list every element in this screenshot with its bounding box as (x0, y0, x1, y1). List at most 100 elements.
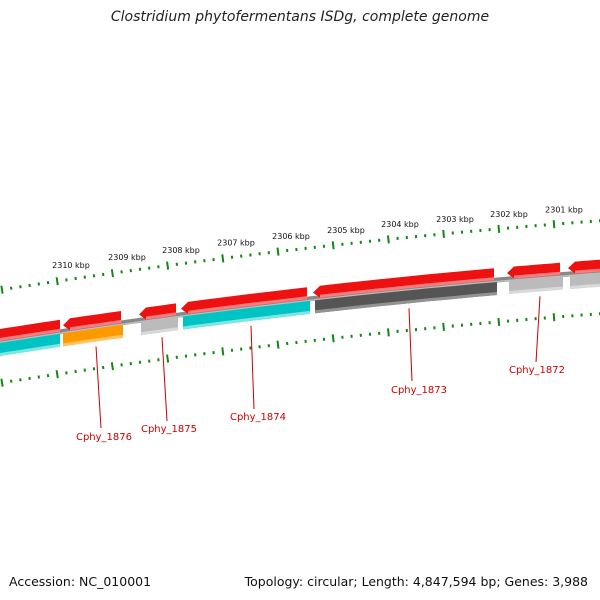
outer-minor-tick (368, 239, 372, 243)
outer-minor-tick (212, 257, 215, 262)
outer-major-tick (331, 241, 335, 250)
inner-minor-tick (525, 317, 528, 322)
outer-minor-tick (19, 285, 22, 289)
backbone-highlight (0, 272, 600, 344)
outer-minor-tick (433, 233, 436, 237)
outer-minor-tick (479, 228, 482, 233)
feature-orange-1-shade (63, 334, 123, 347)
feature-cyan-0 (0, 333, 60, 356)
inner-minor-tick (46, 373, 50, 378)
gene-label-4: Cphy_1876 (76, 432, 132, 443)
inner-minor-tick (516, 318, 519, 322)
outer-minor-tick (92, 274, 96, 278)
inner-minor-tick (28, 376, 31, 381)
inner-minor-tick (598, 312, 600, 316)
inner-major-tick (0, 378, 4, 387)
inner-minor-tick (451, 324, 454, 328)
tick-label-0: 2301 kbp (545, 205, 583, 214)
inner-major-tick (55, 370, 59, 379)
outer-minor-tick (148, 266, 151, 270)
feature-dark-4-shade (315, 292, 497, 314)
inner-minor-tick (396, 329, 399, 333)
outer-minor-tick (350, 241, 353, 245)
inner-minor-tick (184, 354, 188, 358)
tick-label-4: 2305 kbp (327, 226, 365, 235)
inner-major-tick (442, 322, 445, 331)
inner-minor-tick (286, 341, 289, 346)
accession-text: Accession: NC_010001 (9, 574, 152, 589)
outer-minor-tick (414, 235, 418, 239)
cds-forward-3 (181, 287, 307, 314)
outer-minor-tick (488, 228, 491, 232)
inner-major-tick (166, 354, 170, 363)
map-title: Clostridium phytofermentans ISDg, comple… (110, 9, 490, 25)
outer-minor-tick (322, 244, 326, 248)
outer-minor-tick (543, 223, 546, 227)
inner-minor-tick (240, 347, 243, 351)
outer-minor-tick (83, 275, 87, 279)
inner-minor-tick (258, 345, 261, 349)
cds-forward-1 (63, 311, 121, 331)
inner-minor-tick (19, 378, 22, 382)
feature-light-6-shade (570, 283, 600, 289)
inner-minor-tick (175, 355, 178, 359)
tick-label-3: 2304 kbp (381, 220, 419, 229)
inner-minor-tick (322, 337, 326, 341)
inner-major-tick (331, 334, 335, 343)
outer-minor-tick (9, 286, 13, 290)
tick-label-9: 2310 kbp (52, 261, 90, 270)
inner-minor-tick (543, 316, 546, 320)
outer-minor-tick (194, 260, 197, 264)
tick-label-8: 2309 kbp (108, 253, 146, 262)
inner-minor-tick (249, 346, 252, 350)
inner-minor-tick (405, 328, 408, 333)
inner-minor-tick (506, 319, 510, 323)
inner-minor-tick (9, 379, 13, 383)
inner-minor-tick (534, 317, 537, 321)
outer-minor-tick (359, 240, 362, 244)
outer-minor-tick (184, 261, 188, 265)
inner-minor-tick (157, 358, 160, 362)
inner-major-tick (110, 362, 114, 371)
cds-forward-4 (313, 268, 494, 298)
tick-label-2: 2303 kbp (436, 215, 474, 224)
outer-minor-tick (129, 268, 132, 273)
outer-minor-tick (286, 248, 289, 253)
outer-major-tick (276, 247, 280, 256)
outer-minor-tick (258, 252, 261, 256)
cds-forward-2-shade (146, 312, 176, 320)
tick-label-7: 2308 kbp (162, 246, 200, 255)
outer-minor-tick (65, 278, 68, 282)
inner-minor-tick (230, 348, 234, 352)
gene-callouts: Cphy_1872 Cphy_1873 Cphy_1874 Cphy_1875 Cphy… (76, 296, 565, 443)
inner-minor-tick (470, 322, 473, 326)
outer-minor-tick (589, 219, 592, 223)
outer-minor-tick (304, 246, 307, 251)
outer-minor-tick (230, 255, 234, 259)
outer-minor-tick (157, 265, 160, 269)
inner-minor-tick (589, 312, 592, 316)
feature-light-2-shade (141, 327, 178, 336)
outer-minor-tick (598, 219, 600, 223)
inner-minor-tick (83, 368, 87, 372)
gene-label-1: Cphy_1873 (391, 385, 447, 396)
inner-major-tick (497, 317, 501, 326)
inner-minor-tick (148, 359, 151, 363)
cds-forward-6-shade (575, 268, 600, 274)
outer-major-tick (497, 224, 501, 233)
outer-minor-tick (37, 282, 41, 286)
outer-major-tick (110, 269, 114, 278)
inner-minor-tick (562, 314, 565, 319)
gene-label-0: Cphy_1872 (509, 365, 565, 376)
outer-minor-tick (313, 245, 316, 250)
outer-major-tick (0, 285, 4, 294)
outer-minor-tick (525, 224, 528, 229)
inner-minor-tick (92, 367, 96, 371)
tick-label-5: 2306 kbp (272, 232, 310, 241)
feature-cyan-3 (183, 300, 310, 330)
inner-major-tick (221, 347, 225, 356)
inner-minor-tick (424, 327, 427, 331)
cds-forward-3-shade (188, 296, 307, 314)
inner-minor-tick (101, 365, 105, 370)
